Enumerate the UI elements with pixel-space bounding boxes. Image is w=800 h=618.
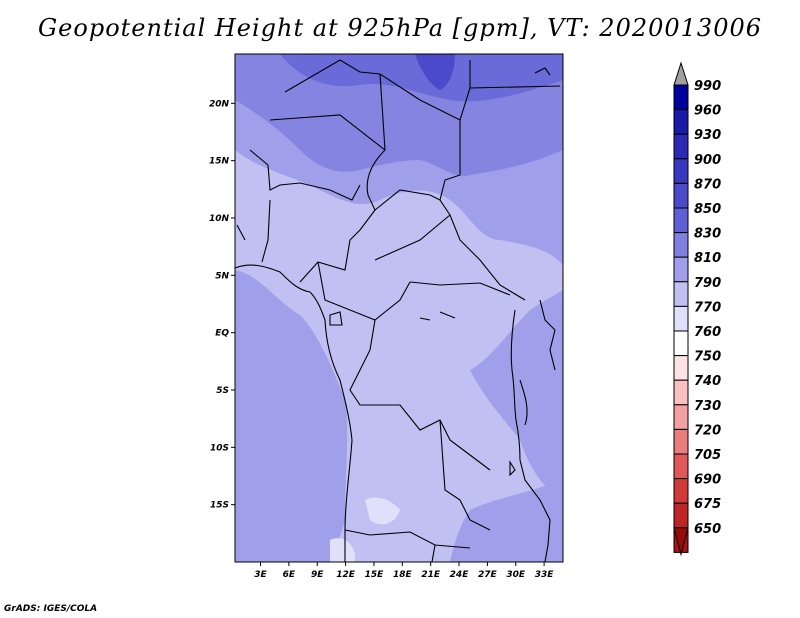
lon-tick-label: 6E <box>283 570 296 580</box>
colorbar-swatch <box>673 428 689 455</box>
colorbar: 990 960 930 900 870 850 830 810 790 770 760 750 740 7… <box>673 61 721 557</box>
colorbar-level-label: 930 <box>694 128 721 143</box>
lon-tick-label: 24E <box>450 570 470 580</box>
colorbar-swatch <box>673 109 689 135</box>
colorbar-level-label: 850 <box>694 202 721 217</box>
height-contour-790-patch-1 <box>365 497 400 525</box>
height-contour-830-southeast <box>450 480 563 562</box>
lat-tick-label: 10S <box>210 443 229 453</box>
colorbar-swatch <box>673 207 689 234</box>
height-contour-900 <box>415 54 455 90</box>
lon-tick-label: 3E <box>254 570 267 580</box>
colorbar-level-label: 705 <box>694 448 721 463</box>
map-frame <box>234 53 564 563</box>
lon-tick-label: 12E <box>336 570 356 580</box>
colorbar-level-label: 960 <box>694 104 721 119</box>
lat-tick-label: EQ <box>215 329 229 339</box>
lon-tick-label: 33E <box>535 570 555 580</box>
colorbar-level-label: 830 <box>694 227 721 242</box>
colorbar-swatch <box>673 502 689 529</box>
colorbar-level-label: 990 <box>694 79 721 94</box>
lon-tick-label: 15E <box>365 570 385 580</box>
colorbar-swatch <box>673 478 689 504</box>
colorbar-swatch <box>673 453 689 480</box>
country-borders <box>235 59 561 562</box>
colorbar-swatch <box>673 158 689 184</box>
colorbar-level-label: 720 <box>694 423 721 438</box>
colorbar-swatch <box>673 281 689 307</box>
colorbar-level-label: 870 <box>694 177 721 192</box>
colorbar-swatch <box>673 182 689 209</box>
longitude-axis: 3E 6E 9E 12E 15E 18E 21E 24E 27E 30E 33E <box>254 562 554 580</box>
colorbar-level-label: 900 <box>694 153 721 168</box>
colorbar-level-label: 750 <box>694 350 721 365</box>
colorbar-level-label: 790 <box>694 276 721 291</box>
height-contour-830-east <box>470 290 563 500</box>
colorbar-level-label: 730 <box>694 399 721 414</box>
grads-credit: GrADS: IGES/COLA <box>4 604 98 614</box>
colorbar-level-label: 760 <box>694 325 721 340</box>
colorbar-swatch <box>673 330 689 357</box>
colorbar-level-label: 690 <box>694 473 721 488</box>
colorbar-swatch <box>673 404 689 430</box>
colorbar-level-label: 675 <box>694 497 721 512</box>
height-contour-830-west <box>235 270 348 562</box>
lon-tick-label: 27E <box>478 570 498 580</box>
chart-title: Geopotential Height at 925hPa [gpm], VT:… <box>38 14 762 42</box>
colorbar-level-label: 740 <box>694 374 721 389</box>
colorbar-top-arrow <box>673 61 689 86</box>
lon-tick-label: 18E <box>393 570 413 580</box>
colorbar-swatch <box>673 355 689 381</box>
colorbar-swatch <box>673 133 689 160</box>
colorbar-level-label: 810 <box>694 251 721 266</box>
colorbar-level-label: 650 <box>694 522 721 537</box>
lat-tick-label: 5N <box>215 271 229 281</box>
colorbar-bottom-arrow <box>673 527 689 557</box>
colorbar-swatch <box>673 379 689 406</box>
colorbar-swatch <box>673 305 689 332</box>
map-panel <box>234 53 564 563</box>
lat-tick-label: 20N <box>209 99 230 109</box>
colorbar-swatch <box>673 232 689 258</box>
latitude-axis: 20N 15N 10N 5N EQ 5S 10S 15S <box>209 99 235 511</box>
colorbar-swatch <box>673 84 689 111</box>
lat-tick-label: 5S <box>216 386 229 396</box>
colorbar-swatch <box>673 256 689 283</box>
lon-tick-label: 30E <box>506 570 526 580</box>
lat-tick-label: 10N <box>209 214 230 224</box>
lat-tick-label: 15S <box>210 501 229 511</box>
colorbar-level-label: 770 <box>694 300 721 315</box>
lon-tick-label: 21E <box>421 570 441 580</box>
lon-tick-label: 9E <box>311 570 324 580</box>
lat-tick-label: 15N <box>209 157 230 167</box>
height-contour-790-patch-2 <box>330 538 355 562</box>
